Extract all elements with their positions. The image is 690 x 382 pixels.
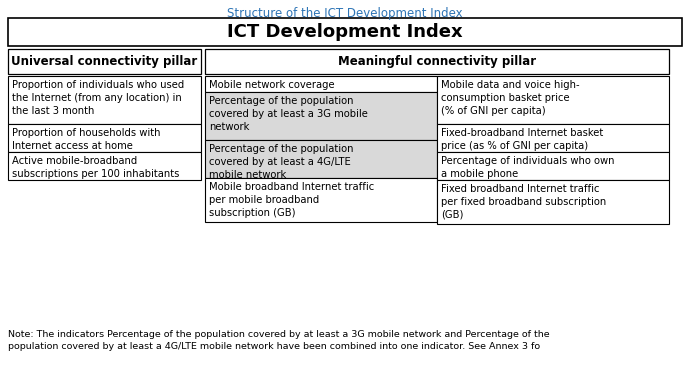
Text: Percentage of individuals who own
a mobile phone: Percentage of individuals who own a mobi… (441, 156, 615, 179)
Text: Fixed-broadband Internet basket
price (as % of GNI per capita): Fixed-broadband Internet basket price (a… (441, 128, 603, 151)
FancyBboxPatch shape (437, 180, 669, 224)
Text: Fixed broadband Internet traffic
per fixed broadband subscription
(GB): Fixed broadband Internet traffic per fix… (441, 184, 607, 220)
Text: Proportion of individuals who used
the Internet (from any location) in
the last : Proportion of individuals who used the I… (12, 80, 184, 116)
Text: Active mobile-broadband
subscriptions per 100 inhabitants: Active mobile-broadband subscriptions pe… (12, 156, 179, 179)
Text: Meaningful connectivity pillar: Meaningful connectivity pillar (338, 55, 536, 68)
FancyBboxPatch shape (8, 152, 201, 180)
Text: Proportion of households with
Internet access at home: Proportion of households with Internet a… (12, 128, 161, 151)
Text: ICT Development Index: ICT Development Index (227, 23, 463, 41)
Text: Mobile broadband Internet traffic
per mobile broadband
subscription (GB): Mobile broadband Internet traffic per mo… (209, 182, 374, 218)
FancyBboxPatch shape (8, 49, 201, 74)
Text: Note: The indicators Percentage of the population covered by at least a 3G mobil: Note: The indicators Percentage of the p… (8, 330, 550, 351)
FancyBboxPatch shape (8, 124, 201, 152)
Text: Mobile network coverage: Mobile network coverage (209, 80, 335, 90)
Text: Percentage of the population
covered by at least a 3G mobile
network: Percentage of the population covered by … (209, 96, 368, 132)
FancyBboxPatch shape (8, 18, 682, 46)
FancyBboxPatch shape (437, 76, 669, 124)
FancyBboxPatch shape (205, 178, 437, 222)
FancyBboxPatch shape (205, 92, 437, 140)
Text: Structure of the ICT Development Index: Structure of the ICT Development Index (227, 7, 463, 20)
FancyBboxPatch shape (205, 140, 437, 178)
Text: Universal connectivity pillar: Universal connectivity pillar (11, 55, 197, 68)
Text: Percentage of the population
covered by at least a 4G/LTE
mobile network: Percentage of the population covered by … (209, 144, 353, 180)
FancyBboxPatch shape (8, 76, 201, 124)
FancyBboxPatch shape (437, 152, 669, 180)
FancyBboxPatch shape (205, 76, 437, 92)
FancyBboxPatch shape (205, 49, 669, 74)
Text: Mobile data and voice high-
consumption basket price
(% of GNI per capita): Mobile data and voice high- consumption … (441, 80, 580, 116)
FancyBboxPatch shape (437, 124, 669, 152)
